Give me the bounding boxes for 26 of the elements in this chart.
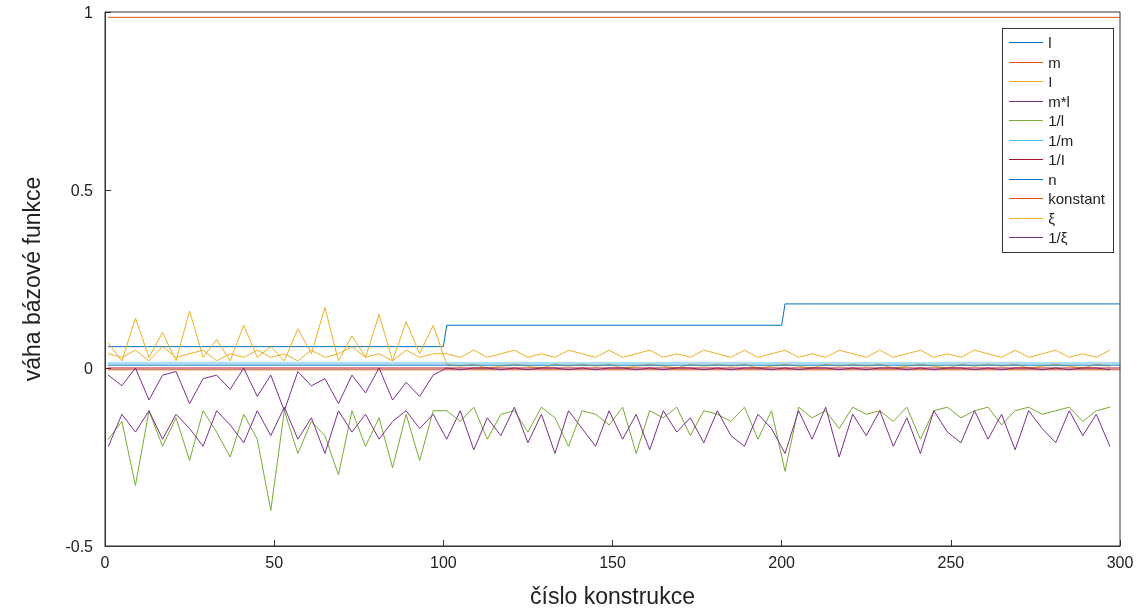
line-series [107, 306, 1111, 369]
y-tick-label: 0 [84, 359, 94, 377]
legend-label: 1/I [1048, 151, 1065, 169]
legend-label: n [1048, 170, 1057, 188]
x-tick-label: 200 [768, 553, 796, 571]
legend-label: m*l [1048, 92, 1070, 110]
legend-label: 1/l [1048, 112, 1065, 130]
x-tick-label: 250 [937, 553, 965, 571]
legend-label: 1/m [1048, 131, 1074, 149]
line-series [107, 406, 1111, 511]
legend-label: konstant [1048, 190, 1105, 208]
legend-label: I [1048, 73, 1053, 91]
y-tick-label: 1 [84, 3, 94, 21]
x-tick-label: 150 [599, 553, 626, 571]
x-tick-label: 100 [429, 553, 457, 571]
legend-label: l [1048, 34, 1052, 52]
x-tick-label: 50 [265, 553, 284, 571]
y-tick-label: 0.5 [70, 181, 94, 199]
y-tick-label: -0.5 [65, 537, 94, 555]
legend-label: m [1048, 53, 1061, 71]
legend-label: 1/ξ [1048, 229, 1068, 247]
legend-label: ξ [1048, 209, 1055, 227]
x-tick-label: 300 [1106, 553, 1134, 571]
x-axis-title: číslo konstrukce [530, 582, 695, 609]
y-axis-title: váha bázové funkce [18, 176, 45, 382]
x-tick-label: 0 [100, 553, 110, 571]
